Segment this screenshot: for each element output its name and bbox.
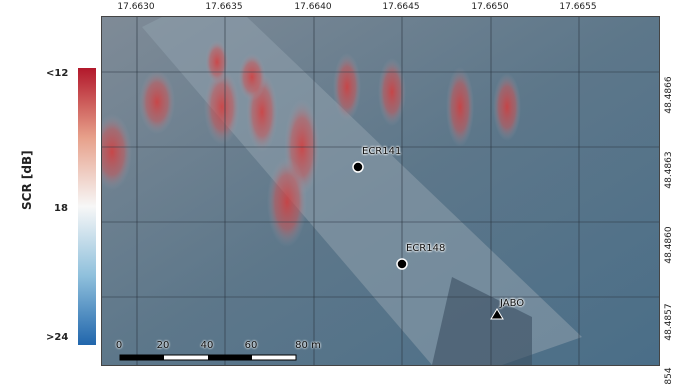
scale-label-80: 80 m bbox=[295, 340, 321, 351]
lat-tick-5: 854 bbox=[664, 367, 674, 385]
lat-tick-1: 48.4866 bbox=[664, 76, 674, 114]
heat-blob-10 bbox=[267, 157, 307, 247]
colorbar-mid-label: 18 bbox=[54, 203, 68, 214]
ecr148-label: ECR148 bbox=[406, 243, 446, 254]
lon-tick-6: 17.6655 bbox=[559, 2, 597, 12]
colorbar bbox=[78, 68, 96, 345]
building-area bbox=[432, 277, 532, 365]
lat-tick-3: 48.4860 bbox=[664, 226, 674, 264]
lat-tick-4: 48.4857 bbox=[664, 303, 674, 341]
heat-blob-6 bbox=[333, 53, 361, 121]
jabo-marker[interactable] bbox=[490, 308, 504, 320]
heat-blob-3 bbox=[204, 69, 240, 145]
scale-label-60: 60 bbox=[244, 340, 258, 351]
heat-blob-11 bbox=[238, 53, 266, 101]
heat-blob-7 bbox=[378, 58, 406, 126]
lon-tick-5: 17.6650 bbox=[471, 2, 509, 12]
scr-heat-blobs bbox=[102, 40, 521, 247]
lat-tick-2: 48.4863 bbox=[664, 151, 674, 189]
colorbar-top-label: <12 bbox=[46, 68, 69, 79]
scale-label-40: 40 bbox=[200, 340, 214, 351]
map-area[interactable] bbox=[101, 16, 660, 366]
jabo-label: JABO bbox=[500, 298, 525, 309]
colorbar-title: SCR [dB] bbox=[20, 150, 34, 210]
map-canvas bbox=[102, 17, 659, 365]
ecr141-marker[interactable] bbox=[352, 161, 364, 173]
scale-label-20: 20 bbox=[156, 340, 170, 351]
ecr141-label: ECR141 bbox=[362, 146, 402, 157]
colorbar-bottom-label: >24 bbox=[46, 332, 69, 343]
scale-bar bbox=[119, 354, 297, 361]
lon-tick-2: 17.6635 bbox=[205, 2, 243, 12]
heat-blob-12 bbox=[205, 40, 229, 84]
lon-tick-4: 17.6645 bbox=[382, 2, 420, 12]
heat-blob-9 bbox=[493, 73, 521, 141]
heat-blob-1 bbox=[139, 70, 175, 134]
heat-blob-8 bbox=[446, 67, 474, 147]
ecr148-marker[interactable] bbox=[396, 258, 408, 270]
heat-blob-2 bbox=[102, 114, 132, 190]
lon-tick-1: 17.6630 bbox=[117, 2, 155, 12]
scale-label-0: 0 bbox=[115, 340, 123, 351]
lon-tick-3: 17.6640 bbox=[294, 2, 332, 12]
gridlines bbox=[102, 17, 659, 365]
